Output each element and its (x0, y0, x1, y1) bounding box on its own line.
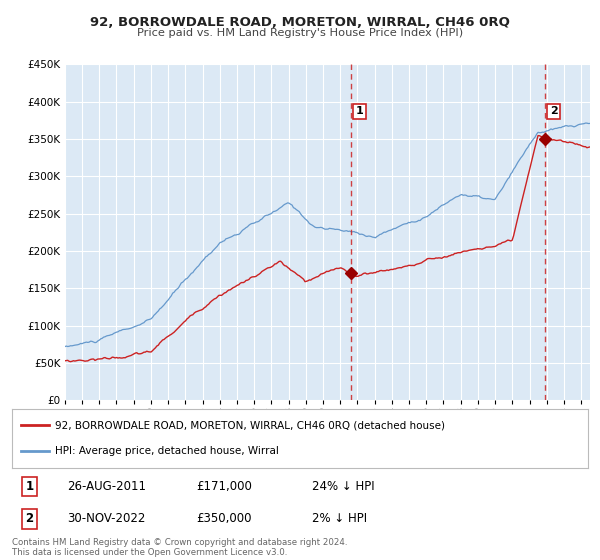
Text: 1: 1 (25, 480, 34, 493)
Text: 92, BORROWDALE ROAD, MORETON, WIRRAL, CH46 0RQ (detached house): 92, BORROWDALE ROAD, MORETON, WIRRAL, CH… (55, 420, 445, 430)
Text: 26-AUG-2011: 26-AUG-2011 (67, 480, 146, 493)
Text: £171,000: £171,000 (196, 480, 252, 493)
Text: 1: 1 (356, 106, 364, 116)
Text: 24% ↓ HPI: 24% ↓ HPI (311, 480, 374, 493)
Text: 2% ↓ HPI: 2% ↓ HPI (311, 512, 367, 525)
Text: £350,000: £350,000 (196, 512, 252, 525)
Text: Price paid vs. HM Land Registry's House Price Index (HPI): Price paid vs. HM Land Registry's House … (137, 28, 463, 38)
Text: HPI: Average price, detached house, Wirral: HPI: Average price, detached house, Wirr… (55, 446, 279, 456)
Text: 92, BORROWDALE ROAD, MORETON, WIRRAL, CH46 0RQ: 92, BORROWDALE ROAD, MORETON, WIRRAL, CH… (90, 16, 510, 29)
Text: 2: 2 (25, 512, 34, 525)
Text: 30-NOV-2022: 30-NOV-2022 (67, 512, 145, 525)
Text: Contains HM Land Registry data © Crown copyright and database right 2024.
This d: Contains HM Land Registry data © Crown c… (12, 538, 347, 557)
Text: 2: 2 (550, 106, 557, 116)
